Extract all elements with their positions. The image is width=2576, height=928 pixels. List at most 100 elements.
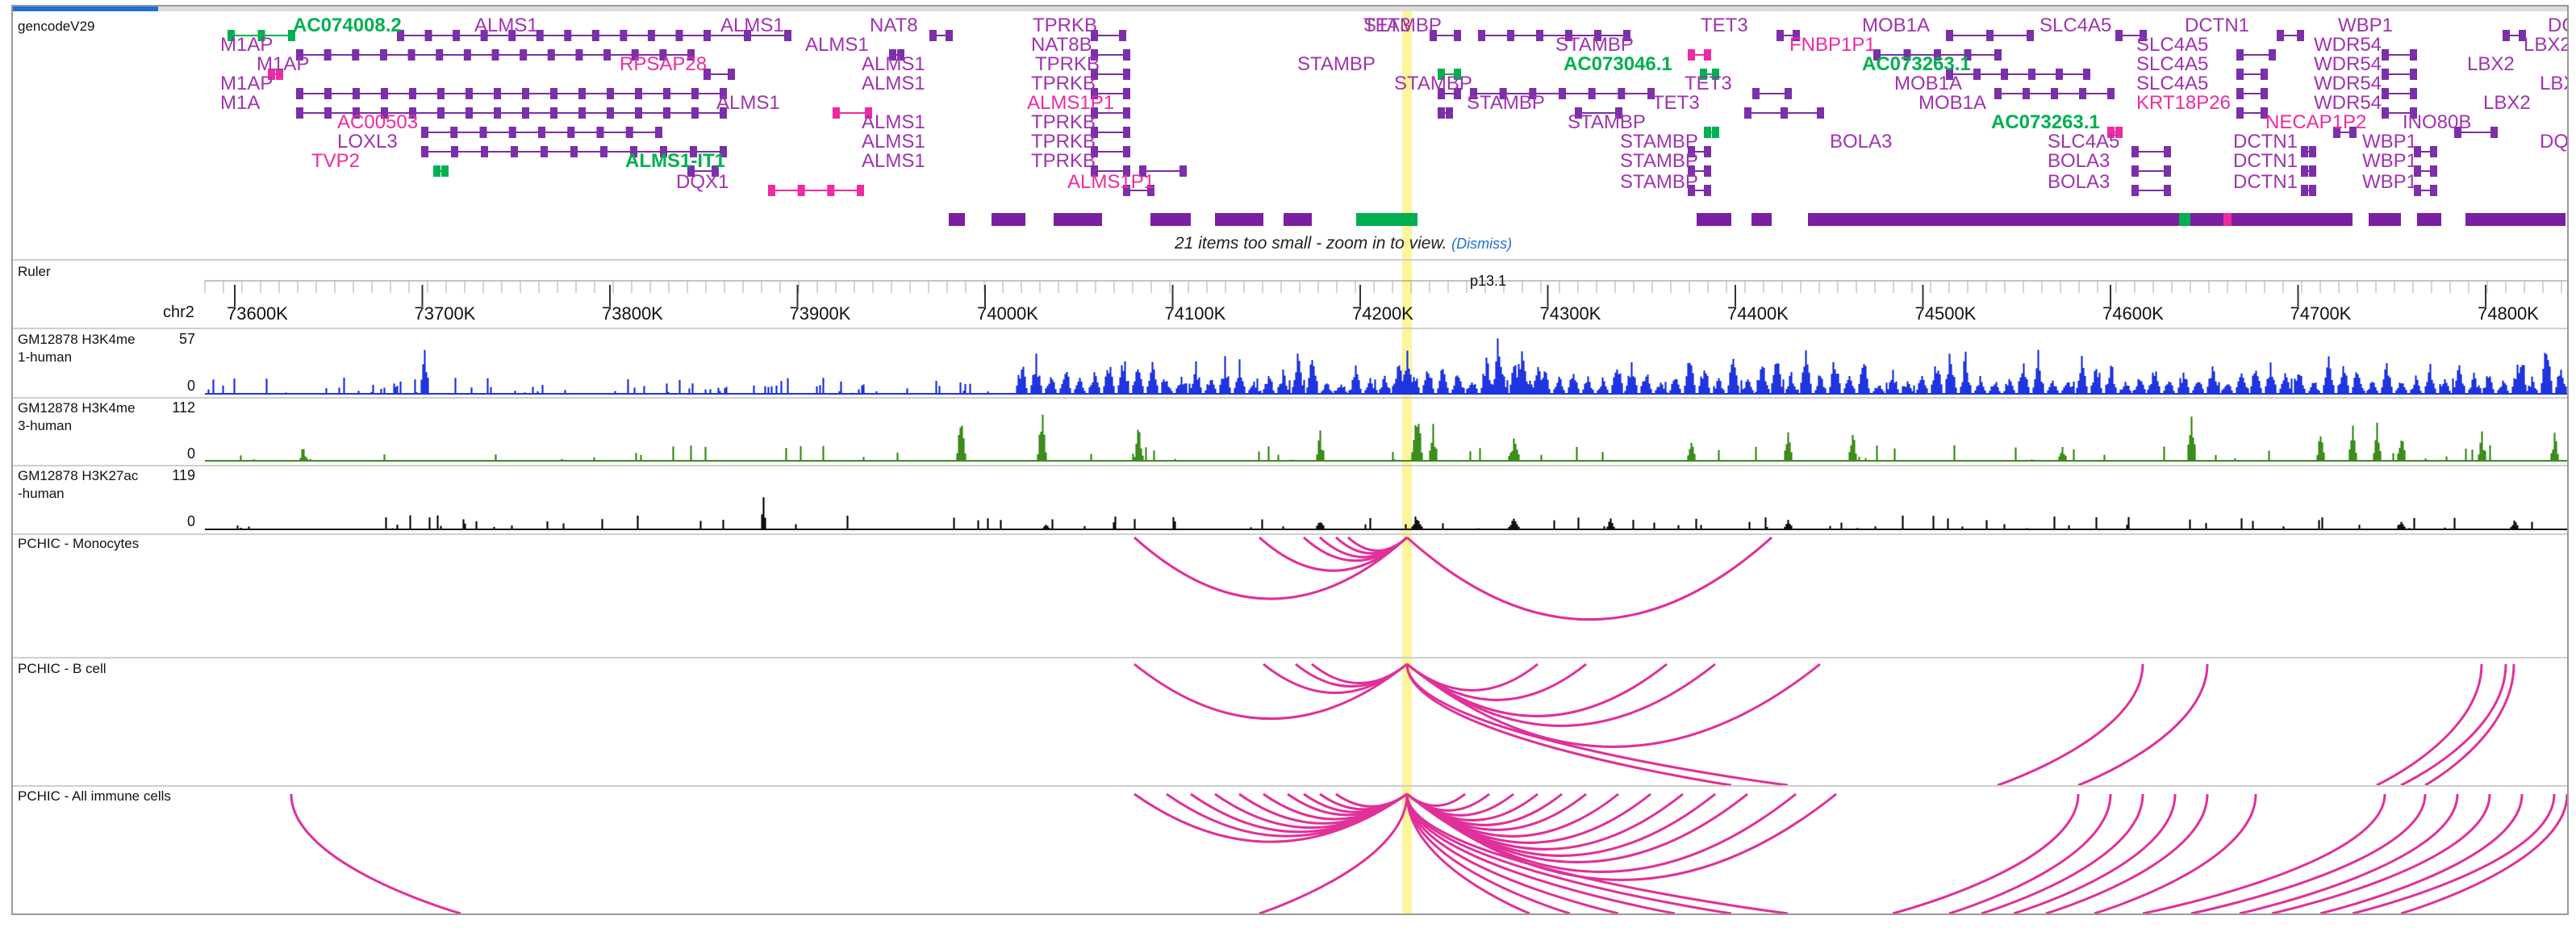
gene-label-stambp[interactable]: STAMBP: [1394, 73, 1472, 95]
gene-exon: [441, 165, 449, 177]
gene-exon: [1589, 88, 1596, 99]
pchic-all-arc: [1407, 794, 1747, 862]
gene-exon: [522, 88, 529, 99]
gene-label-alms1[interactable]: ALMS1: [862, 73, 925, 95]
gene-label-wbp1[interactable]: WBP1: [2362, 171, 2417, 194]
gene-label-krt18p26[interactable]: KRT18P26: [2136, 92, 2231, 115]
too-small-notice: 21 items too small - zoom in to view. (D…: [1175, 234, 1512, 253]
gene-label-dqx1[interactable]: DQX1: [2540, 131, 2569, 153]
gene-label-m1a[interactable]: M1A: [220, 92, 260, 115]
gene-label-dqx1[interactable]: DQX1: [676, 171, 729, 194]
collapsed-gene-bar: [2417, 213, 2441, 226]
gene-label-mob1a[interactable]: MOB1A: [1918, 92, 1986, 115]
gene-label-lbx2[interactable]: LBX2: [2524, 34, 2569, 56]
gene-label-stambp[interactable]: STAMBP: [1297, 53, 1376, 76]
band-label: p13.1: [1470, 273, 1506, 290]
pchic-bcell-arc: [2078, 664, 2207, 785]
gene-label-rpsap28[interactable]: RPSAP28: [620, 53, 707, 76]
collapsed-gene-bar: [2046, 213, 2353, 226]
gene-track-label[interactable]: gencodeV29: [18, 18, 94, 36]
pchic-all-label[interactable]: PCHIC - All immune cells: [18, 788, 171, 805]
pchic-bcell-label[interactable]: PCHIC - B cell: [18, 660, 106, 678]
tick-label: 74700K: [2290, 303, 2352, 324]
gene-label-lbx2[interactable]: LBX2: [2483, 92, 2531, 115]
gene-label-dctn1[interactable]: DCTN1: [2233, 171, 2298, 194]
collapsed-gene-bar: [1150, 213, 1191, 226]
gene-label-alms1-it1[interactable]: ALMS1-IT1: [625, 150, 725, 173]
gene-exon: [494, 88, 501, 99]
h3k4me3-track-label[interactable]: GM12878 H3K4me 3-human: [18, 399, 136, 435]
gene-label-tet3[interactable]: TET3: [1701, 15, 1748, 37]
gene-label-stambp[interactable]: STAMBP: [1467, 92, 1545, 115]
gene-exon: [421, 146, 428, 157]
gene-exon: [522, 107, 529, 119]
gene-exon: [1123, 88, 1130, 99]
h3k27ac-label-line1: GM12878 H3K27ac: [18, 468, 138, 483]
pchic-bcell-arc: [2377, 664, 2482, 785]
gene-label-dctn1[interactable]: DCTN1: [2233, 150, 2298, 173]
gene-label-alms1[interactable]: ALMS1: [474, 15, 538, 37]
track-separator: [13, 785, 2567, 787]
genome-browser-window: gencodeV29 AC074008.2 ALMS1 ALMS1 NAT8 TPRKB…: [11, 5, 2569, 915]
gene-exon: [2236, 49, 2244, 61]
gene-label-lbx2[interactable]: LBX2: [2540, 73, 2569, 95]
gene-label-alms1[interactable]: ALMS1: [862, 150, 925, 173]
gene-exon: [620, 30, 627, 41]
collapsed-gene-bar: [1054, 213, 1102, 226]
pchic-monocyte-arc: [1348, 537, 1407, 550]
gene-label-alms1[interactable]: ALMS1: [716, 92, 780, 115]
gene-label-stambp[interactable]: STAMBP: [1620, 171, 1698, 194]
gene-exon: [451, 146, 458, 157]
gene-label-ac073046.1[interactable]: AC073046.1: [1564, 53, 1672, 76]
gene-exon: [437, 107, 445, 119]
gene-label-bola3[interactable]: BOLA3: [2048, 150, 2110, 173]
h3k4me1-track-label[interactable]: GM12878 H3K4me 1-human: [18, 331, 136, 366]
pchic-all-arc: [2240, 794, 2457, 913]
gene-exon: [1618, 88, 1625, 99]
gene-exon: [1704, 165, 1711, 177]
gene-exon: [663, 107, 670, 119]
gene-exon: [2164, 146, 2171, 157]
gene-label-tvp2[interactable]: TVP2: [311, 150, 360, 173]
gene-exon: [324, 49, 332, 61]
gene-label-tet3[interactable]: TET3: [1363, 15, 1411, 37]
ruler-track-label[interactable]: Ruler: [18, 263, 51, 281]
gene-exon: [2382, 69, 2389, 80]
gene-label-alms1[interactable]: ALMS1: [805, 34, 869, 56]
gene-label-slc4a5[interactable]: SLC4A5: [2040, 15, 2111, 37]
collapsed-gene-bar: [2369, 213, 2401, 226]
gene-label-alms1p1[interactable]: ALMS1P1: [1067, 171, 1154, 194]
track-separator: [13, 328, 2567, 329]
gene-exon: [2164, 185, 2171, 196]
gene-label-ac074008.2[interactable]: AC074008.2: [293, 15, 402, 37]
gene-label-nat8[interactable]: NAT8: [870, 15, 918, 37]
gene-exon: [2164, 165, 2171, 177]
dismiss-link[interactable]: (Dismiss): [1451, 236, 1512, 252]
gene-label-bola3[interactable]: BOLA3: [1830, 131, 1892, 153]
gene-label-stambp[interactable]: STAMBP: [1620, 150, 1698, 173]
gene-exon: [728, 69, 735, 80]
h3k27ac-track-label[interactable]: GM12878 H3K27ac -human: [18, 467, 138, 503]
gene-label-tet3[interactable]: TET3: [1652, 92, 1700, 115]
gene-exon: [464, 49, 471, 61]
gene-label-tprkb[interactable]: TPRKB: [1031, 150, 1096, 173]
gene-exon: [2107, 88, 2115, 99]
gene-exon: [1123, 69, 1130, 80]
gene-label-wbp1[interactable]: WBP1: [2362, 150, 2417, 173]
gene-exon: [1536, 30, 1543, 41]
gene-exon: [1438, 107, 1445, 119]
pchic-monocytes-label[interactable]: PCHIC - Monocytes: [18, 535, 139, 553]
gene-exon: [2410, 69, 2417, 80]
gene-label-lbx2[interactable]: LBX2: [2467, 53, 2515, 76]
pchic-all-arc: [2094, 794, 2256, 913]
tick-label: 74200K: [1352, 303, 1413, 324]
gene-exon: [946, 30, 953, 41]
gene-exon: [2301, 146, 2308, 157]
gene-exon: [578, 107, 586, 119]
gene-exon: [1744, 107, 1751, 119]
gene-label-alms1[interactable]: ALMS1: [720, 15, 784, 37]
gene-exon: [492, 49, 499, 61]
gene-label-bola3[interactable]: BOLA3: [2048, 171, 2110, 194]
gene-exon: [466, 88, 473, 99]
gene-exon: [2430, 146, 2437, 157]
